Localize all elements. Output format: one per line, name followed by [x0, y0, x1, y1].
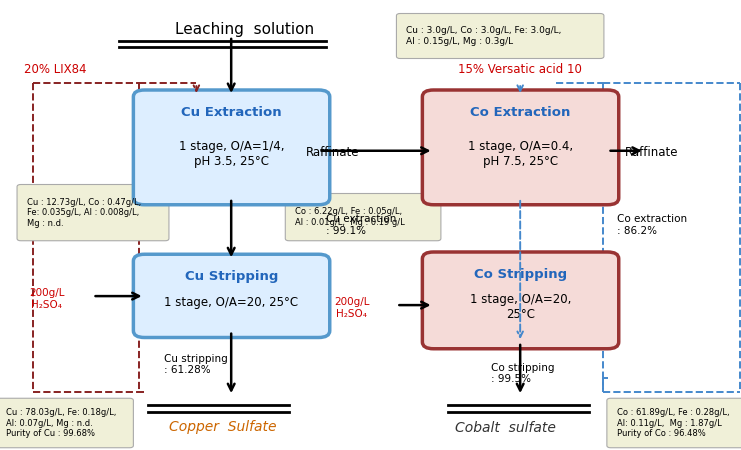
Text: 200g/L
H₂SO₄: 200g/L H₂SO₄ [29, 288, 64, 310]
Text: Copper  Sulfate: Copper Sulfate [168, 420, 276, 435]
Text: Co : 61.89g/L, Fe : 0.28g/L,
Al: 0.11g/L,  Mg : 1.87g/L
Purity of Co : 96.48%: Co : 61.89g/L, Fe : 0.28g/L, Al: 0.11g/L… [617, 408, 729, 438]
Text: Co Extraction: Co Extraction [471, 106, 571, 119]
Text: Cu Extraction: Cu Extraction [182, 106, 282, 119]
Text: Co : 6.22g/L, Fe : 0.05g/L,
Al : 0.01g/L,  Mg : 0.19 g/L: Co : 6.22g/L, Fe : 0.05g/L, Al : 0.01g/L… [295, 207, 405, 227]
Text: Co Stripping: Co Stripping [474, 268, 567, 281]
Text: Co stripping
: 99.5%: Co stripping : 99.5% [491, 363, 554, 384]
Text: 1 stage, O/A=20, 25°C: 1 stage, O/A=20, 25°C [165, 296, 299, 309]
FancyBboxPatch shape [396, 14, 604, 58]
FancyBboxPatch shape [133, 254, 330, 338]
Text: 1 stage, O/A=0.4,
pH 7.5, 25°C: 1 stage, O/A=0.4, pH 7.5, 25°C [468, 140, 573, 168]
FancyBboxPatch shape [133, 90, 330, 205]
Text: Cu extraction
: 99.1%: Cu extraction : 99.1% [326, 214, 396, 236]
Text: Cobalt  sulfate: Cobalt sulfate [455, 420, 556, 435]
Text: 1 stage, O/A=20,
25°C: 1 stage, O/A=20, 25°C [470, 293, 571, 321]
Text: 1 stage, O/A=1/4,
pH 3.5, 25°C: 1 stage, O/A=1/4, pH 3.5, 25°C [179, 140, 285, 168]
Text: 15% Versatic acid 10: 15% Versatic acid 10 [458, 63, 582, 76]
Text: Cu stripping
: 61.28%: Cu stripping : 61.28% [165, 354, 228, 375]
Text: Cu : 12.73g/L, Co : 0.47g/L,
Fe: 0.035g/L, Al : 0.008g/L,
Mg : n.d.: Cu : 12.73g/L, Co : 0.47g/L, Fe: 0.035g/… [27, 198, 141, 228]
Text: 200g/L
H₂SO₄: 200g/L H₂SO₄ [334, 297, 370, 319]
Text: Cu : 3.0g/L, Co : 3.0g/L, Fe: 3.0g/L,
Al : 0.15g/L, Mg : 0.3g/L: Cu : 3.0g/L, Co : 3.0g/L, Fe: 3.0g/L, Al… [406, 26, 562, 46]
Text: Leaching  solution: Leaching solution [175, 22, 314, 37]
Text: Co extraction
: 86.2%: Co extraction : 86.2% [617, 214, 687, 236]
FancyBboxPatch shape [17, 184, 169, 241]
Text: Raffinate: Raffinate [306, 147, 359, 159]
Text: 20% LIX84: 20% LIX84 [24, 63, 86, 76]
FancyBboxPatch shape [0, 398, 133, 448]
FancyBboxPatch shape [422, 90, 619, 205]
Text: Raffinate: Raffinate [625, 147, 678, 159]
Text: Cu : 78.03g/L, Fe: 0.18g/L,
Al: 0.07g/L, Mg : n.d.
Purity of Cu : 99.68%: Cu : 78.03g/L, Fe: 0.18g/L, Al: 0.07g/L,… [6, 408, 116, 438]
FancyBboxPatch shape [285, 194, 441, 241]
Text: Cu Stripping: Cu Stripping [185, 270, 279, 283]
FancyBboxPatch shape [422, 252, 619, 349]
FancyBboxPatch shape [607, 398, 741, 448]
